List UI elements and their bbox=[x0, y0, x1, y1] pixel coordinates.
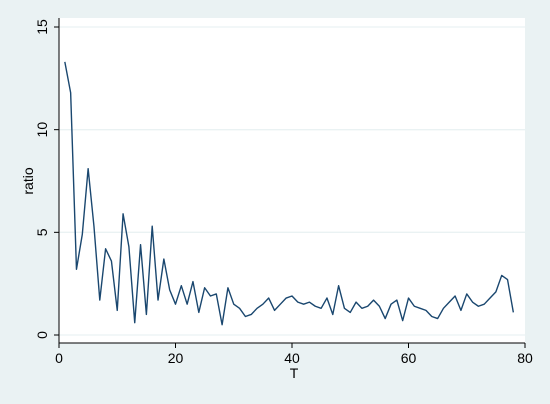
grid-lines bbox=[59, 26, 525, 336]
y-tick-label-0: 0 bbox=[34, 331, 50, 339]
x-axis-ticks: 0 20 40 60 80 bbox=[55, 343, 533, 366]
x-tick-label-1: 20 bbox=[168, 350, 184, 366]
y-axis-ticks: 0 5 10 15 bbox=[34, 19, 59, 339]
y-tick-label-3: 15 bbox=[34, 19, 50, 35]
x-tick-label-2: 40 bbox=[284, 350, 300, 366]
y-axis-label: ratio bbox=[20, 167, 36, 194]
series-line-0 bbox=[64, 61, 515, 326]
x-tick-label-0: 0 bbox=[55, 350, 63, 366]
x-tick-label-4: 80 bbox=[517, 350, 533, 366]
y-tick-label-2: 10 bbox=[34, 122, 50, 138]
x-tick-label-3: 60 bbox=[401, 350, 417, 366]
plot-area bbox=[59, 18, 525, 343]
x-axis-label: T bbox=[290, 365, 299, 381]
y-tick-label-1: 5 bbox=[34, 228, 50, 236]
series-group bbox=[64, 61, 515, 326]
